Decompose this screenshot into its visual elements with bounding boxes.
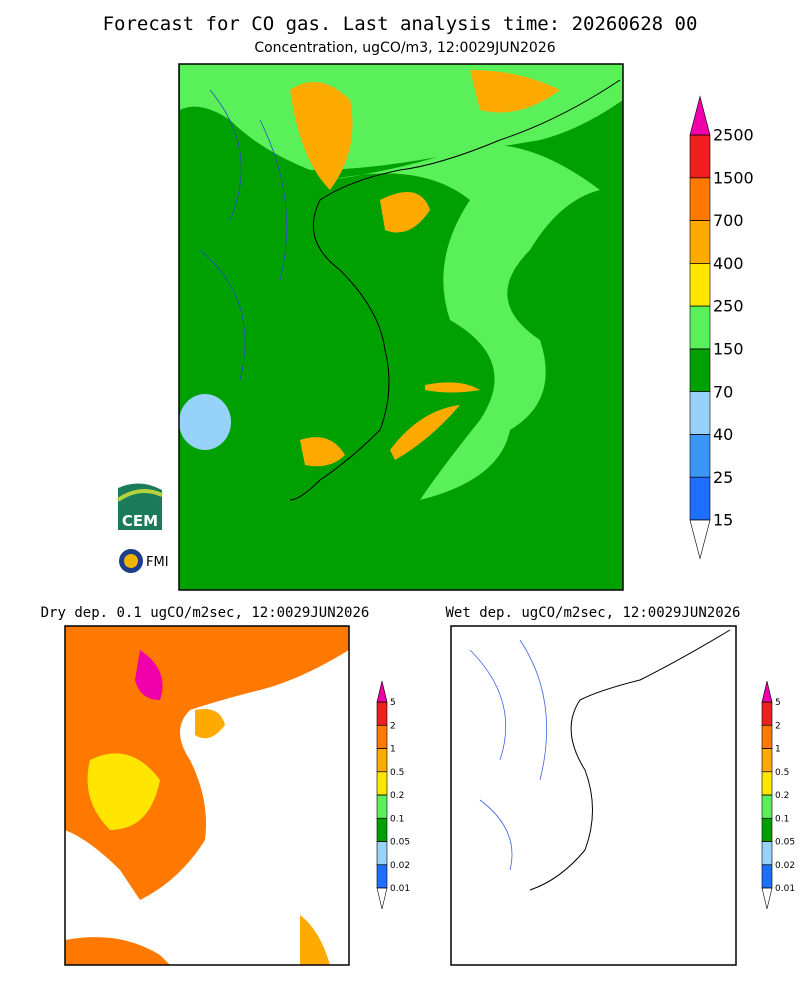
- colorbar-segment: [689, 134, 711, 179]
- dry-subtitle: Dry dep. 0.1 ugCO/m2sec, 12:0029JUN2026: [41, 605, 370, 621]
- colorbar-label: 0.05: [775, 838, 795, 848]
- colorbar-label: 1: [775, 745, 781, 755]
- fmi-text: FMI: [146, 555, 169, 570]
- colorbar-under: [761, 887, 773, 909]
- title: Forecast for CO gas. Last analysis time:…: [103, 13, 698, 35]
- colorbar-label: 15: [713, 511, 733, 530]
- dry-map: [64, 625, 350, 966]
- colorbar-label: 250: [713, 297, 744, 316]
- colorbar-label: 25: [713, 468, 733, 487]
- colorbar-label: 0.5: [390, 768, 404, 778]
- colorbar-segment: [689, 434, 711, 478]
- colorbar-segment: [376, 771, 388, 796]
- colorbar-label: 40: [713, 425, 733, 444]
- colorbar-under: [689, 519, 711, 560]
- colorbar-label: 0.05: [390, 838, 410, 848]
- colorbar-segment: [689, 263, 711, 307]
- colorbar-label: 2: [390, 721, 396, 731]
- colorbar-over: [761, 681, 773, 703]
- colorbar-segment: [376, 864, 388, 889]
- colorbar-label: 0.02: [390, 861, 410, 871]
- colorbar-over: [376, 681, 388, 703]
- colorbar-segment: [761, 864, 773, 889]
- main-subtitle: Concentration, ugCO/m3, 12:0029JUN2026: [254, 40, 555, 56]
- colorbar-segment: [761, 841, 773, 866]
- colorbar-segment: [376, 724, 388, 749]
- colorbar-segment: [689, 220, 711, 264]
- colorbar-segment: [761, 794, 773, 819]
- colorbar-label: 400: [713, 254, 744, 273]
- colorbar-label: 2500: [713, 126, 754, 145]
- colorbar-over: [689, 95, 711, 136]
- colorbar-segment: [376, 841, 388, 866]
- colorbar-label: 0.02: [775, 861, 795, 871]
- cem-logo: CEM: [116, 483, 163, 530]
- colorbar-segment: [689, 305, 711, 350]
- colorbar-label: 0.2: [390, 791, 404, 801]
- colorbar-label: 150: [713, 339, 744, 358]
- colorbar-label: 0.2: [775, 791, 789, 801]
- colorbar-segment: [761, 817, 773, 842]
- colorbar-label: 700: [713, 211, 744, 230]
- colorbar-segment: [376, 817, 388, 842]
- colorbar-label: 0.5: [775, 768, 789, 778]
- colorbar-label: 0.01: [775, 884, 795, 894]
- colorbar-label: 0.1: [390, 814, 404, 824]
- wet-subtitle: Wet dep. ugCO/m2sec, 12:0029JUN2026: [445, 605, 740, 621]
- colorbar-segment: [689, 177, 711, 221]
- colorbar-segment: [761, 748, 773, 773]
- colorbar-segment: [761, 771, 773, 796]
- colorbar-segment: [376, 794, 388, 819]
- colorbar-label: 1: [390, 745, 396, 755]
- colorbar-label: 5: [390, 698, 396, 708]
- colorbar-segment: [689, 348, 711, 392]
- colorbar-segment: [376, 748, 388, 773]
- fmi-logo: FMI: [119, 549, 169, 573]
- colorbar-segment: [761, 701, 773, 726]
- colorbar-label: 70: [713, 382, 733, 401]
- colorbar-label: 5: [775, 698, 781, 708]
- colorbar-label: 2: [775, 721, 781, 731]
- colorbar-segment: [376, 701, 388, 726]
- colorbar-segment: [761, 724, 773, 749]
- wet-map: [450, 625, 737, 966]
- colorbar-label: 0.01: [390, 884, 410, 894]
- colorbar-segment: [689, 391, 711, 435]
- colorbar-under: [376, 887, 388, 909]
- colorbar-label: 0.1: [775, 814, 789, 824]
- main-map: [178, 63, 624, 591]
- cem-text: CEM: [122, 512, 158, 530]
- colorbar-label: 1500: [713, 168, 754, 187]
- colorbar-segment: [689, 476, 711, 521]
